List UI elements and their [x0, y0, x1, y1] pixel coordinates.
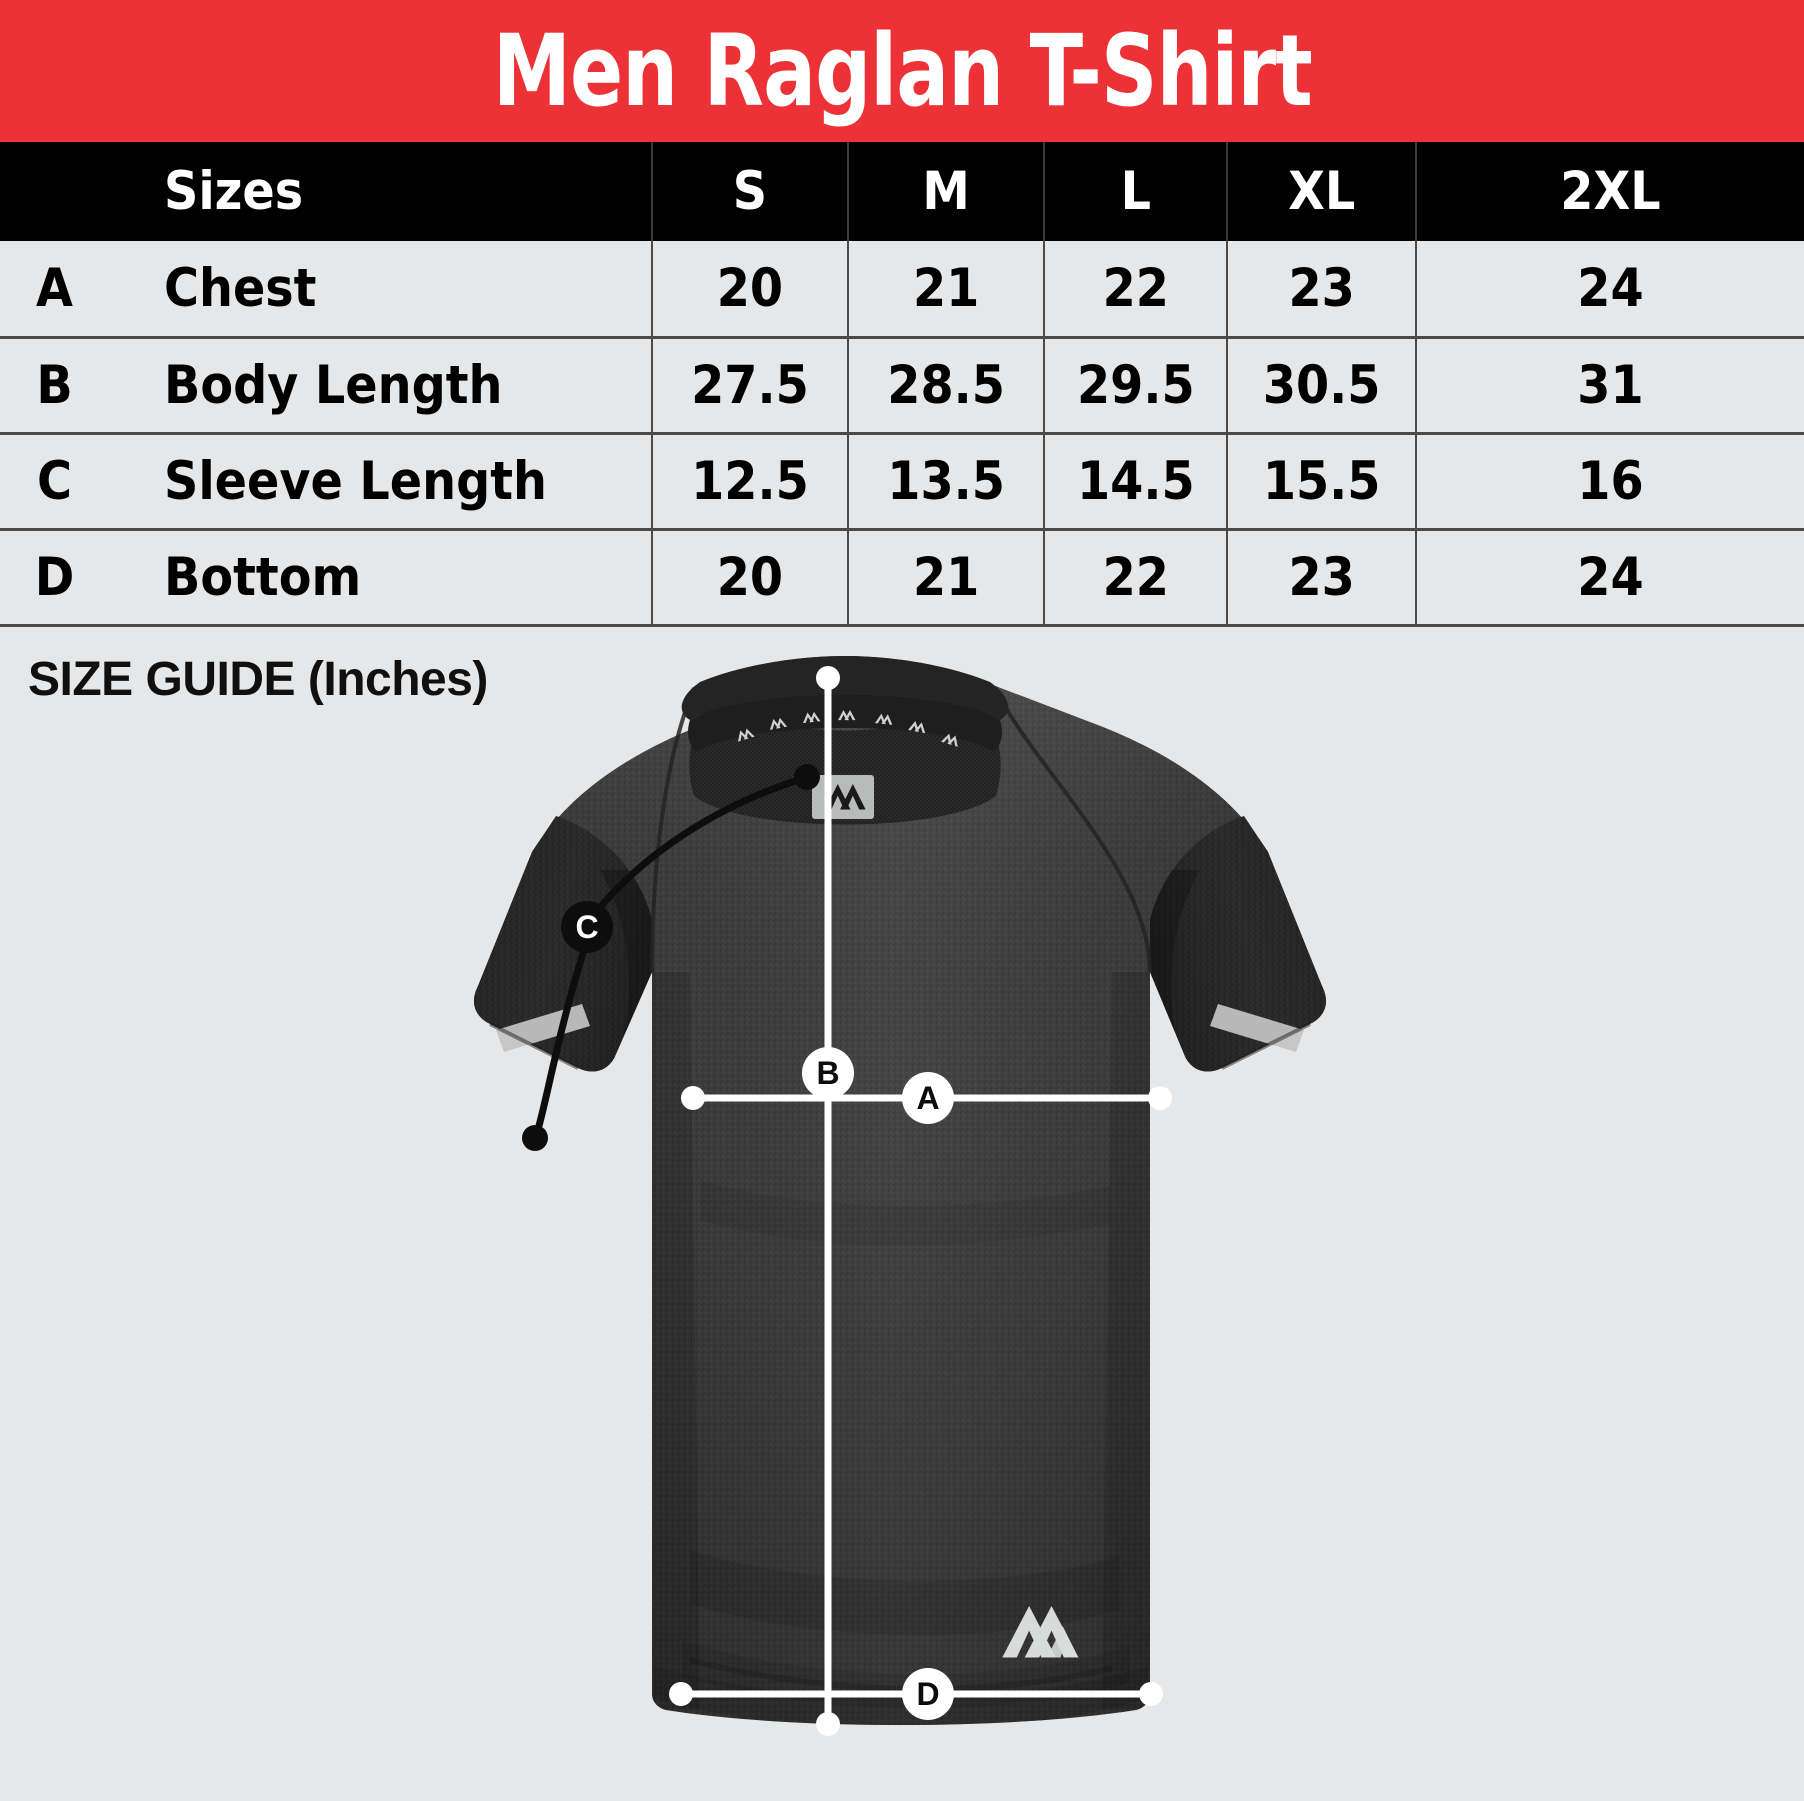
- header-sizes: Sizes: [109, 142, 653, 241]
- cell-s: 27.5: [651, 337, 850, 435]
- marker-c: C: [561, 901, 613, 953]
- cell-2xl: 24: [1415, 241, 1804, 339]
- row-letter: D: [0, 529, 109, 627]
- header-size-s: S: [651, 142, 850, 241]
- cell-2xl: 16: [1415, 433, 1804, 531]
- cell-l: 14.5: [1044, 433, 1229, 531]
- collar-band: [681, 656, 1009, 720]
- marker-a: A: [902, 1072, 954, 1124]
- marker-b-line: [816, 666, 840, 1736]
- table-row: D Bottom 20 21 22 23 24: [0, 529, 1804, 627]
- table-header-row: Sizes S M L XL 2XL: [0, 142, 1804, 241]
- cell-l: 22: [1044, 529, 1229, 627]
- cell-xl: 23: [1227, 529, 1417, 627]
- header-size-l: L: [1044, 142, 1229, 241]
- header-size-m: M: [848, 142, 1046, 241]
- marker-d: D: [902, 1668, 954, 1720]
- table-row: B Body Length 27.5 28.5 29.5 30.5 31: [0, 337, 1804, 435]
- size-guide-caption: SIZE GUIDE (Inches): [28, 653, 488, 706]
- row-measure: Body Length: [109, 337, 653, 435]
- row-measure: Chest: [109, 241, 653, 339]
- header-size-2xl: 2XL: [1560, 161, 1661, 222]
- cell-l: 29.5: [1044, 337, 1229, 435]
- row-letter: A: [0, 241, 109, 339]
- cell-xl: 23: [1227, 241, 1417, 339]
- page-title: Men Raglan T-Shirt: [492, 13, 1312, 129]
- collar-logo-repeat: [737, 710, 958, 747]
- cell-xl: 15.5: [1227, 433, 1417, 531]
- cell-m: 21: [848, 241, 1046, 339]
- cell-s: 20: [651, 529, 850, 627]
- neck-label-tag: [812, 775, 874, 819]
- table-row: A Chest 20 21 22 23 24: [0, 241, 1804, 339]
- marker-b-label: B: [816, 1055, 839, 1091]
- marker-b: B: [802, 1047, 854, 1099]
- cell-xl: 30.5: [1227, 337, 1417, 435]
- garment-diagram: C B A: [0, 620, 1804, 1801]
- marker-d-label: D: [916, 1676, 939, 1712]
- header-size-xl: XL: [1227, 142, 1417, 241]
- size-table-wrapper: Sizes S M L XL 2XL A Chest 20 21 22 23 2…: [0, 142, 1804, 627]
- size-table: Sizes S M L XL 2XL A Chest 20 21 22 23 2…: [0, 142, 1804, 627]
- collar-tape: [688, 694, 1002, 752]
- cell-m: 13.5: [848, 433, 1046, 531]
- cell-2xl: 31: [1415, 337, 1804, 435]
- marker-c-leader: [522, 764, 820, 1151]
- marker-c-label: C: [575, 909, 598, 945]
- header-letter-col: [0, 142, 109, 241]
- raglan-seam-right: [994, 687, 1152, 973]
- cell-s: 20: [651, 241, 850, 339]
- cell-s: 12.5: [651, 433, 850, 531]
- marker-a-label: A: [916, 1080, 939, 1116]
- row-measure: Sleeve Length: [109, 433, 653, 531]
- raglan-seam-left: [650, 687, 696, 973]
- title-bar: Men Raglan T-Shirt: [0, 0, 1804, 142]
- cell-m: 28.5: [848, 337, 1046, 435]
- row-measure: Bottom: [109, 529, 653, 627]
- garment-svg: C B A: [474, 656, 1326, 1736]
- row-letter: C: [0, 433, 109, 531]
- tshirt-illustration: [474, 656, 1326, 1725]
- cell-l: 22: [1044, 241, 1229, 339]
- table-row: C Sleeve Length 12.5 13.5 14.5 15.5 16: [0, 433, 1804, 531]
- cell-m: 21: [848, 529, 1046, 627]
- cell-2xl: 24: [1415, 529, 1804, 627]
- chest-logo: [1002, 1606, 1079, 1658]
- row-letter: B: [0, 337, 109, 435]
